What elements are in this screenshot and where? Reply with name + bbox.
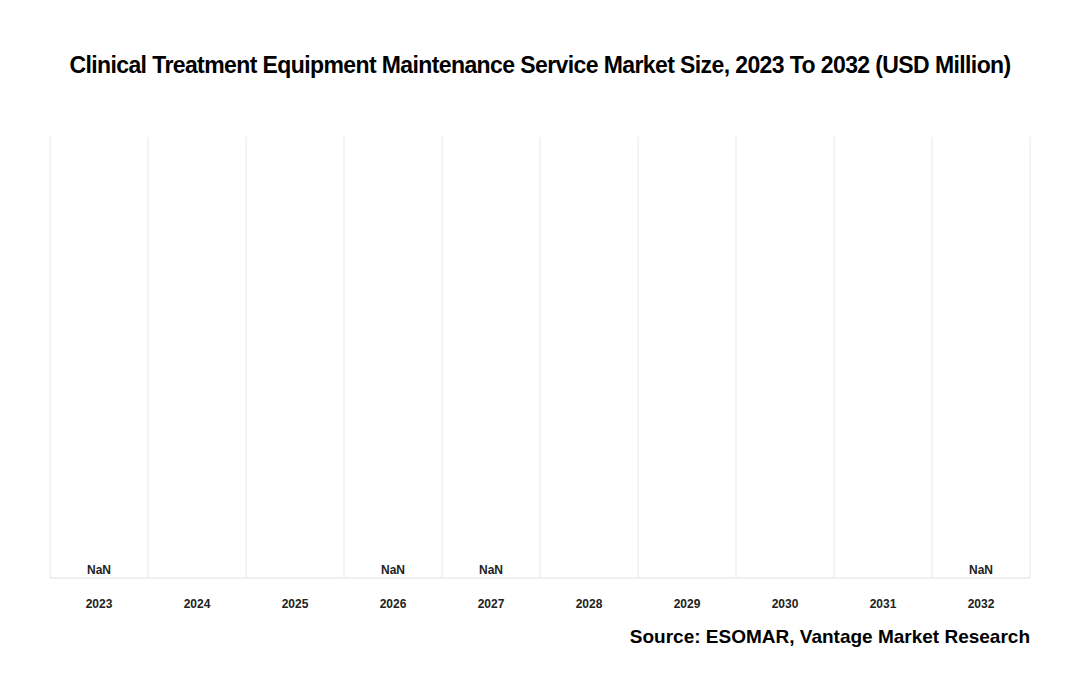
svg-text:2024: 2024 [184,597,211,611]
svg-text:2032: 2032 [968,597,995,611]
svg-text:2030: 2030 [772,597,799,611]
html-text:Clinical Treatment Equipment M: Clinical Treatment Equipment Maintenance… [69,52,1011,78]
svg-text:2026: 2026 [380,597,407,611]
svg-text:2029: 2029 [674,597,701,611]
html-text:Source: ESOMAR, Vantage Market: Source: ESOMAR, Vantage Market Research [629,626,1030,647]
svg-text:2027: 2027 [478,597,505,611]
svg-text:NaN: NaN [969,563,993,577]
svg-text:NaN: NaN [87,563,111,577]
svg-text:2031: 2031 [870,597,897,611]
svg-text:NaN: NaN [479,563,503,577]
svg-text:2023: 2023 [86,597,113,611]
svg-text:NaN: NaN [381,563,405,577]
svg-text:2025: 2025 [282,597,309,611]
svg-text:2028: 2028 [576,597,603,611]
